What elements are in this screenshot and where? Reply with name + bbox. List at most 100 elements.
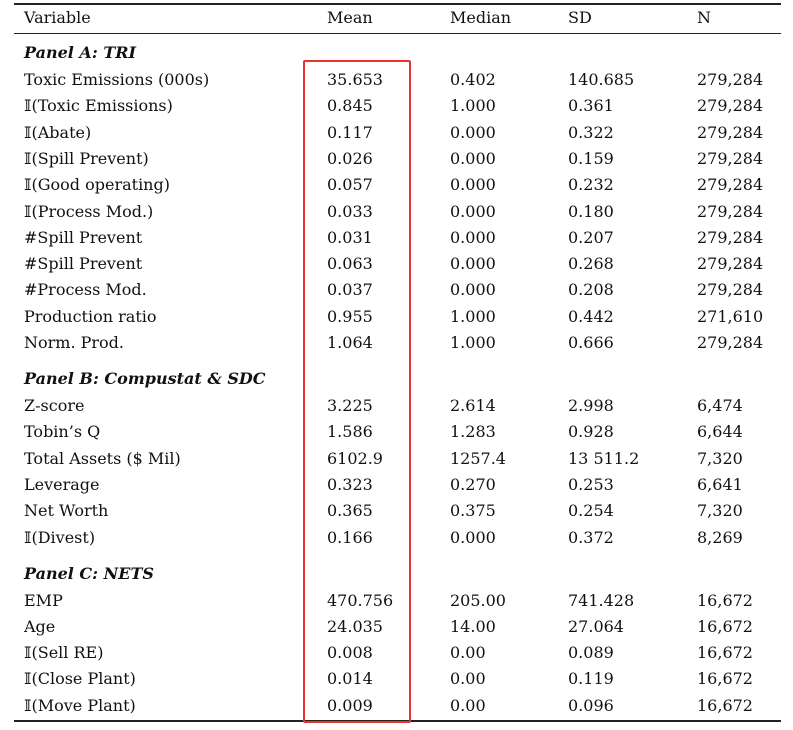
median-value: 0.000 — [450, 527, 496, 547]
mean-value: 0.117 — [327, 122, 373, 142]
variable-name: #Spill Prevent — [24, 227, 143, 247]
mean-value: 1.064 — [327, 333, 373, 352]
mean-value: 0.323 — [327, 474, 373, 494]
sd-value: 140.685 — [568, 70, 635, 89]
column-header: Variable — [24, 8, 91, 27]
n-value: 279,284 — [697, 280, 764, 300]
n-value: 16,672 — [697, 643, 753, 663]
n-value: 279,284 — [697, 227, 764, 247]
median-value: 0.000 — [450, 280, 496, 300]
column-header: Mean — [327, 8, 373, 27]
n-value: 279,284 — [697, 254, 764, 274]
sd-value: 0.180 — [568, 201, 614, 221]
sd-value: 0.372 — [568, 527, 614, 547]
panel-title: Panel B: Compustat & SDC — [24, 369, 266, 388]
mean-value: 470.756 — [327, 590, 394, 610]
mean-value: 35.653 — [327, 70, 383, 89]
sd-value: 0.361 — [568, 96, 614, 116]
n-value: 279,284 — [697, 70, 764, 89]
column-header: N — [697, 8, 711, 27]
median-value: 2.614 — [450, 396, 496, 415]
median-value: 1.000 — [450, 306, 496, 326]
sd-value: 0.208 — [568, 280, 614, 300]
variable-name: Toxic Emissions (000s) — [24, 70, 210, 89]
mean-value: 0.955 — [327, 306, 373, 326]
variable-name: Z-score — [24, 396, 85, 415]
n-value: 279,284 — [697, 148, 764, 168]
variable-name: 𝕀(Good operating) — [24, 175, 170, 195]
sd-value: 27.064 — [568, 616, 624, 636]
sd-value: 0.322 — [568, 122, 614, 142]
median-value: 0.000 — [450, 175, 496, 195]
sd-value: 741.428 — [568, 590, 635, 610]
median-value: 1.000 — [450, 333, 496, 352]
n-value: 7,320 — [697, 448, 743, 468]
median-value: 0.402 — [450, 70, 496, 89]
median-value: 1257.4 — [450, 448, 506, 468]
mean-value: 0.845 — [327, 96, 373, 116]
n-value: 6,644 — [697, 422, 743, 442]
n-value: 16,672 — [697, 590, 753, 610]
variable-name: Production ratio — [24, 306, 157, 326]
n-value: 16,672 — [697, 695, 753, 715]
variable-name: Norm. Prod. — [24, 333, 124, 352]
mean-value: 6102.9 — [327, 448, 383, 468]
top-rule — [14, 3, 781, 5]
median-value: 0.270 — [450, 474, 496, 494]
n-value: 279,284 — [697, 122, 764, 142]
variable-name: 𝕀(Close Plant) — [24, 669, 136, 689]
variable-name: 𝕀(Abate) — [24, 122, 92, 142]
bottom-rule — [14, 720, 781, 722]
panel-title: Panel C: NETS — [24, 563, 154, 583]
mean-value: 0.014 — [327, 669, 373, 689]
median-value: 205.00 — [450, 590, 506, 610]
sd-value: 0.254 — [568, 501, 614, 521]
mean-value: 0.026 — [327, 148, 373, 168]
n-value: 6,641 — [697, 474, 743, 494]
mean-value: 1.586 — [327, 422, 373, 442]
median-value: 1.283 — [450, 422, 496, 442]
mean-value: 24.035 — [327, 616, 383, 636]
median-value: 1.000 — [450, 96, 496, 116]
median-value: 0.000 — [450, 122, 496, 142]
variable-name: Tobin’s Q — [24, 422, 101, 442]
variable-name: 𝕀(Process Mod.) — [24, 201, 154, 221]
n-value: 16,672 — [697, 669, 753, 689]
mean-value: 0.031 — [327, 227, 373, 247]
variable-name: Age — [24, 616, 56, 636]
n-value: 279,284 — [697, 96, 764, 116]
median-value: 0.000 — [450, 254, 496, 274]
variable-name: #Process Mod. — [24, 280, 147, 300]
variable-name: Net Worth — [24, 501, 109, 521]
mean-value: 0.037 — [327, 280, 373, 300]
mean-value: 0.063 — [327, 254, 373, 274]
n-value: 279,284 — [697, 333, 764, 352]
median-value: 0.00 — [450, 669, 486, 689]
sd-value: 0.253 — [568, 474, 614, 494]
n-value: 271,610 — [697, 306, 764, 326]
n-value: 8,269 — [697, 527, 743, 547]
mean-value: 0.057 — [327, 175, 373, 195]
median-value: 0.375 — [450, 501, 496, 521]
mean-value: 0.365 — [327, 501, 373, 521]
variable-name: Leverage — [24, 474, 100, 494]
median-value: 0.000 — [450, 201, 496, 221]
median-value: 0.00 — [450, 695, 486, 715]
sd-value: 2.998 — [568, 396, 614, 415]
mean-value: 0.166 — [327, 527, 373, 547]
median-value: 14.00 — [450, 616, 496, 636]
sd-value: 0.207 — [568, 227, 614, 247]
sd-value: 0.159 — [568, 148, 614, 168]
header-rule — [14, 33, 781, 34]
panel-title: Panel A: TRI — [24, 43, 137, 62]
variable-name: 𝕀(Move Plant) — [24, 695, 136, 715]
variable-name: 𝕀(Spill Prevent) — [24, 148, 149, 168]
n-value: 16,672 — [697, 616, 753, 636]
mean-value: 0.033 — [327, 201, 373, 221]
median-value: 0.00 — [450, 643, 486, 663]
variable-name: EMP — [24, 590, 63, 610]
variable-name: 𝕀(Divest) — [24, 527, 96, 547]
highlight-box — [303, 60, 411, 723]
mean-value: 0.009 — [327, 695, 373, 715]
